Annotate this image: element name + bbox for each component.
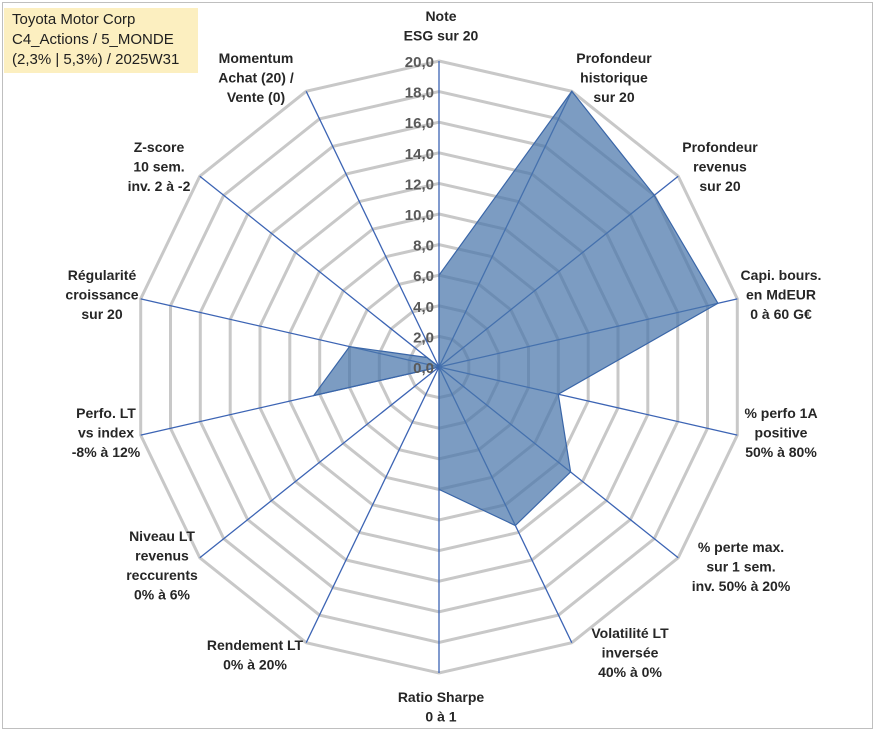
tick-label: 20,0 bbox=[405, 54, 434, 71]
axis-spoke bbox=[305, 366, 440, 643]
category-label: Profondeur revenus sur 20 bbox=[682, 139, 758, 194]
title-line-company: Toyota Motor Corp bbox=[12, 11, 136, 28]
tick-label: 16,0 bbox=[405, 115, 434, 132]
tick-label: 0,0 bbox=[413, 360, 434, 377]
category-label: Régularité croissance sur 20 bbox=[65, 267, 138, 322]
category-label: Rendement LT 0% à 20% bbox=[207, 637, 304, 673]
tick-label: 6,0 bbox=[413, 268, 434, 285]
category-label: Profondeur historique sur 20 bbox=[576, 50, 652, 105]
axis-spoke bbox=[305, 91, 440, 368]
category-label: Perfo. LT vs index -8% à 12% bbox=[72, 405, 141, 460]
tick-label: 8,0 bbox=[413, 238, 434, 255]
title-line-category: C4_Actions / 5_MONDE bbox=[12, 31, 174, 48]
category-label: Z-score 10 sem. inv. 2 à -2 bbox=[128, 139, 191, 194]
tick-label: 10,0 bbox=[405, 207, 434, 224]
category-label: Ratio Sharpe 0 à 1 bbox=[398, 689, 485, 725]
chart-title-box: Toyota Motor Corp C4_Actions / 5_MONDE (… bbox=[4, 8, 198, 73]
series-area bbox=[312, 90, 719, 527]
axis-spoke bbox=[199, 366, 440, 559]
tick-label: 2,0 bbox=[413, 329, 434, 346]
category-label: % perfo 1A positive 50% à 80% bbox=[744, 405, 817, 460]
category-label: Note ESG sur 20 bbox=[404, 8, 479, 44]
category-label: Niveau LT revenus reccurents 0% à 6% bbox=[126, 528, 198, 603]
tick-label: 12,0 bbox=[405, 176, 434, 193]
category-label: Momentum Achat (20) / Vente (0) bbox=[218, 50, 294, 105]
category-label: % perte max. sur 1 sem. inv. 50% à 20% bbox=[692, 539, 791, 594]
title-line-period: (2,3% | 5,3%) / 2025W31 bbox=[12, 51, 180, 68]
tick-label: 18,0 bbox=[405, 85, 434, 102]
axis-spoke bbox=[199, 175, 440, 368]
category-label: Capi. bours. en MdEUR 0 à 60 G€ bbox=[741, 267, 822, 322]
category-label: Volatilité LT inversée 40% à 0% bbox=[591, 625, 669, 680]
tick-label: 4,0 bbox=[413, 299, 434, 316]
tick-label: 14,0 bbox=[405, 146, 434, 163]
